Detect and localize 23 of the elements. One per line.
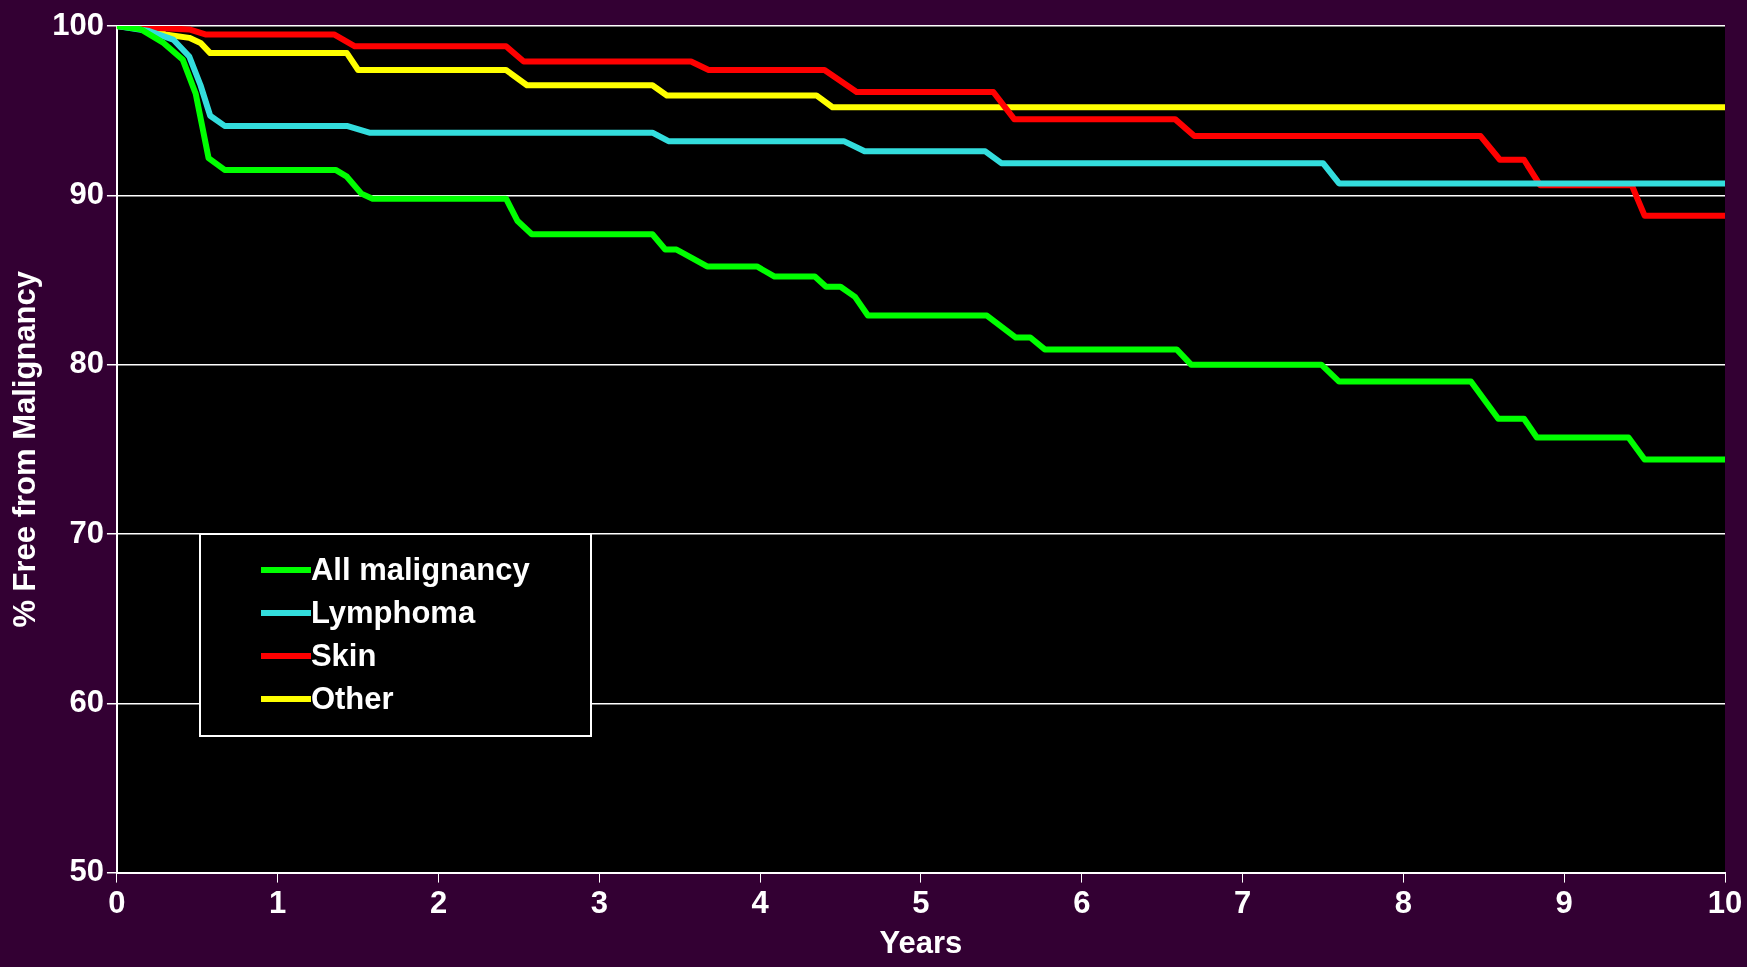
legend-label: Lymphoma: [310, 595, 476, 632]
legend-label: All malignancy: [310, 552, 530, 589]
x-tick-label: 1: [269, 884, 287, 920]
x-tick-label: 9: [1555, 884, 1573, 920]
x-axis-title: Years: [879, 924, 963, 960]
x-tick-label: 7: [1233, 884, 1252, 920]
y-tick-label: 80: [69, 345, 104, 381]
x-tick-label: 3: [590, 884, 608, 920]
x-tick-label: 0: [108, 884, 126, 920]
x-tick-label: 6: [1073, 884, 1091, 920]
y-tick-label: 60: [69, 683, 104, 719]
y-tick-label: 100: [52, 6, 104, 42]
x-tick-label: 5: [912, 884, 930, 920]
y-tick-label: 70: [69, 514, 104, 550]
x-tick-label: 4: [751, 884, 770, 920]
legend-label: Skin: [310, 638, 377, 675]
y-tick-label: 50: [69, 853, 104, 889]
x-tick-label: 10: [1707, 884, 1743, 920]
y-axis-title: % Free from Malignancy: [7, 270, 43, 628]
y-tick-label: 90: [69, 175, 104, 211]
x-tick-label: 8: [1394, 884, 1413, 920]
x-tick-label: 2: [429, 884, 448, 920]
legend-label: Other: [310, 681, 394, 718]
